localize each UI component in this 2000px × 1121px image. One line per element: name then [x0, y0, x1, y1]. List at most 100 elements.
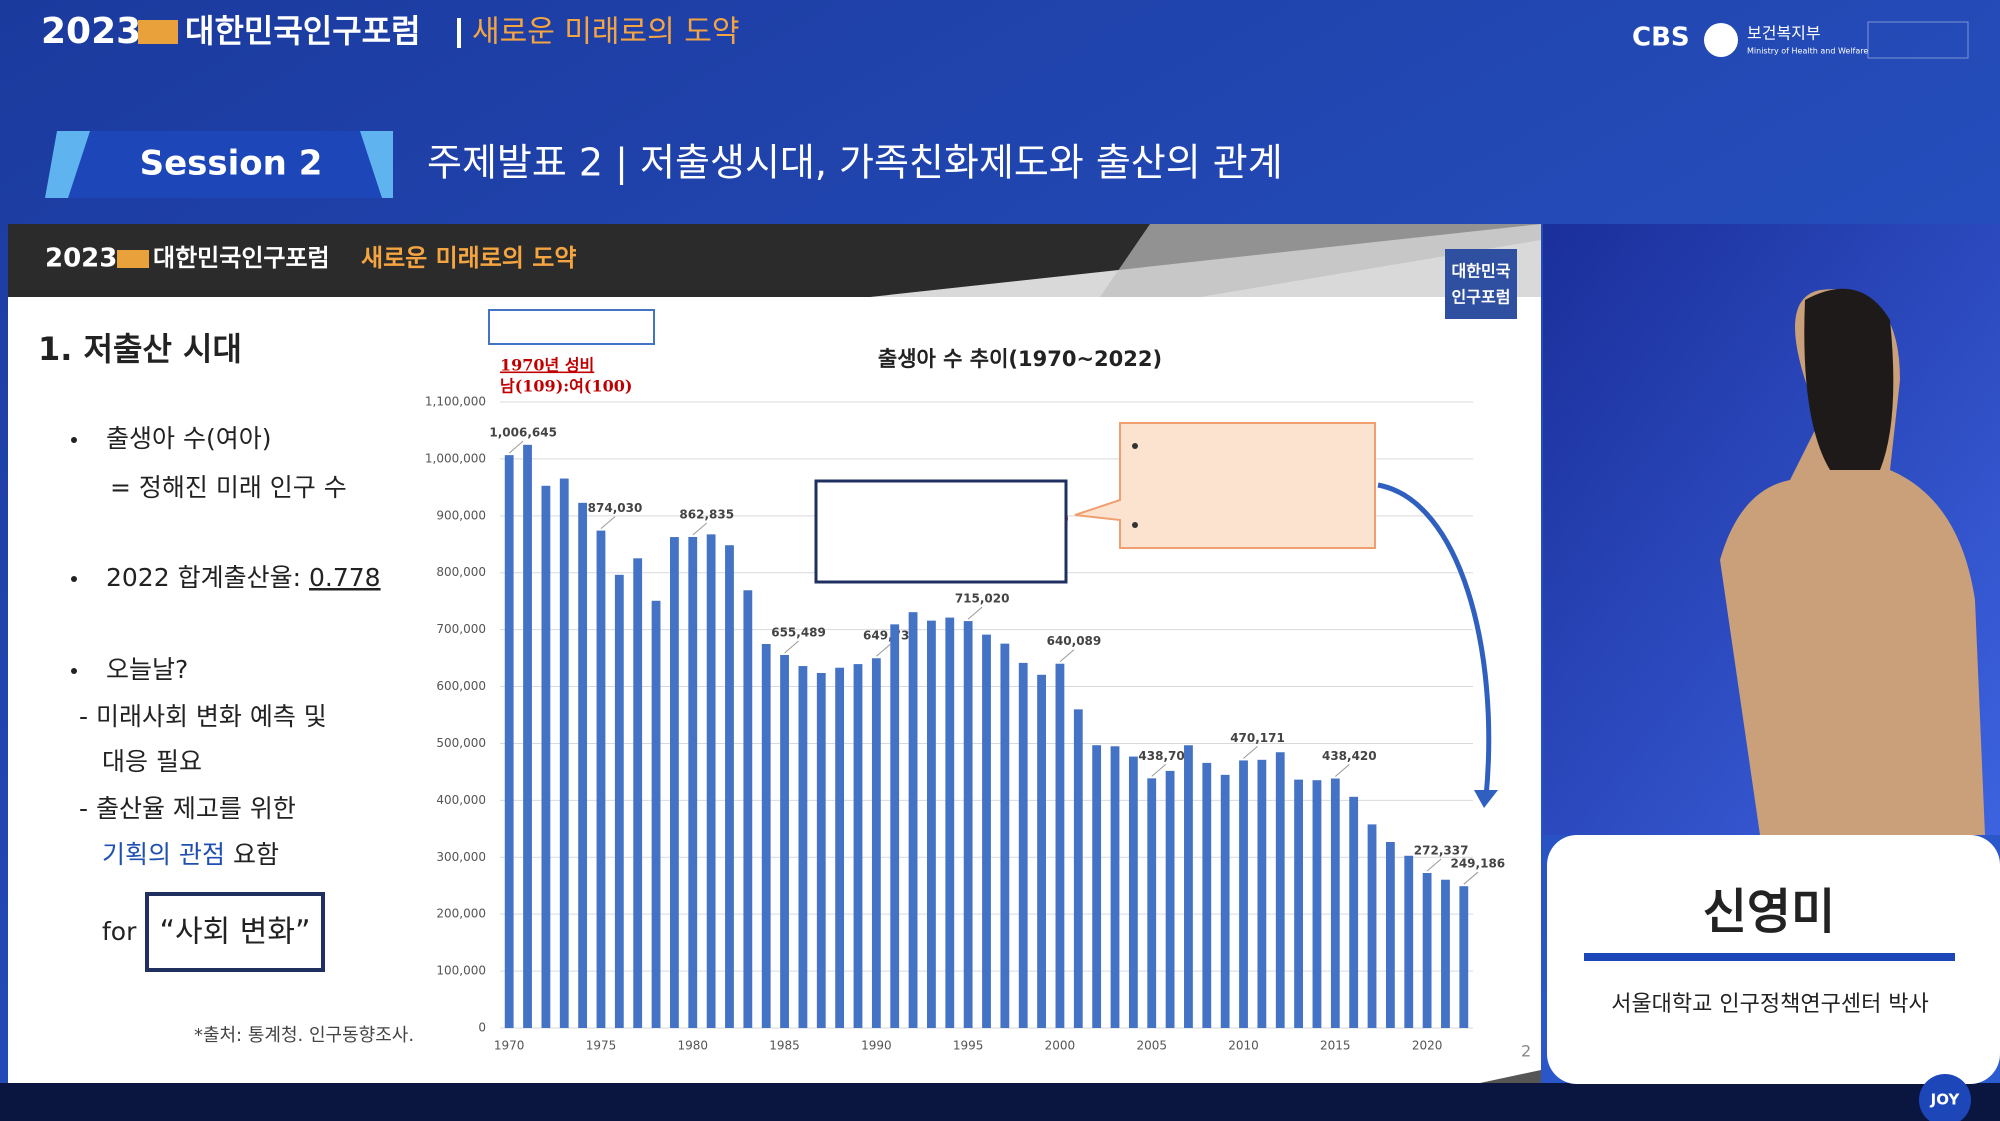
- header-year: 2023: [41, 11, 141, 52]
- speaker-name: 신영미: [1703, 884, 1835, 940]
- label-leader: [967, 606, 983, 620]
- bar: [1441, 879, 1450, 1028]
- page-number: 2: [1521, 1042, 1531, 1061]
- bar: [1128, 756, 1138, 1028]
- text-span: 기획의 관점: [102, 840, 225, 869]
- name-underline: [1584, 953, 1955, 961]
- bar: [541, 485, 551, 1028]
- bullet: [71, 437, 77, 443]
- y-tick-label: 800,000: [436, 565, 486, 579]
- bar: [596, 530, 606, 1028]
- bar: [1092, 745, 1102, 1028]
- slide-logo-text: 인구포럼: [1452, 288, 1511, 307]
- bullet: [1132, 522, 1138, 528]
- bar: [1110, 746, 1120, 1028]
- bar: [1330, 778, 1340, 1028]
- annotation: 남(109):여(100): [500, 377, 632, 396]
- bar: [835, 667, 845, 1028]
- data-label: 715,020: [955, 592, 1010, 606]
- bar: [1239, 760, 1248, 1028]
- bar: [1147, 778, 1157, 1028]
- header-forum: 대한민국인구포럼: [185, 12, 421, 50]
- header-divider: [457, 18, 461, 48]
- speaker-hair: [1804, 288, 1894, 470]
- data-label: 438,420: [1322, 749, 1377, 763]
- session-edge: [45, 131, 90, 198]
- label-leader: [784, 640, 799, 654]
- session-box: [57, 131, 393, 198]
- label-leader: [1059, 649, 1075, 663]
- header-logo: [138, 20, 178, 44]
- x-tick-label: 1980: [677, 1039, 708, 1053]
- bar: [651, 600, 661, 1028]
- bar: [853, 664, 863, 1028]
- speaker-figure: [1720, 289, 1985, 835]
- y-tick-label: 500,000: [436, 736, 486, 750]
- slide-logo-text: 대한민국: [1452, 262, 1511, 281]
- slide-slogan: 새로운 미래로의 도약: [361, 244, 576, 272]
- bar: [871, 658, 881, 1028]
- x-tick-label: 1995: [953, 1039, 984, 1053]
- text-line: = 정해진 미래 인구 수: [110, 473, 347, 502]
- bar: [1257, 759, 1267, 1028]
- slide-year: 2023: [45, 244, 117, 274]
- bar: [1037, 674, 1046, 1028]
- label-leader: [600, 516, 616, 529]
- bar: [523, 444, 532, 1028]
- slide: [8, 224, 1541, 1083]
- data-label: 655,489: [771, 625, 826, 639]
- slide-header-shape: [1100, 224, 1541, 297]
- bar: [614, 574, 624, 1028]
- x-tick-label: 2010: [1228, 1039, 1259, 1053]
- y-tick-label: 600,000: [436, 679, 486, 693]
- bar: [1202, 762, 1212, 1028]
- text-line: for: [102, 917, 137, 946]
- bar: [1385, 842, 1395, 1028]
- bar: [1275, 752, 1285, 1028]
- text-line: 출생아 수(여아): [106, 424, 271, 453]
- bar: [816, 672, 826, 1028]
- bar: [982, 634, 991, 1028]
- bar: [1184, 745, 1193, 1028]
- bar: [761, 643, 771, 1028]
- x-tick-label: 1975: [586, 1039, 617, 1053]
- fertility-rate: 0.778: [309, 563, 381, 592]
- source: *출처: 통계청. 인구동향조사.: [194, 1025, 414, 1046]
- text-line: 기획의 관점 요함: [102, 840, 279, 869]
- bar: [1367, 824, 1377, 1028]
- bar: [780, 654, 789, 1028]
- label-leader: [692, 522, 708, 536]
- arrow: [1377, 482, 1492, 798]
- text-line: 오늘날?: [106, 655, 188, 684]
- bullet: [71, 576, 77, 582]
- callout-box: [1074, 422, 1376, 549]
- bar: [578, 502, 588, 1028]
- y-tick-label: 700,000: [436, 622, 486, 636]
- slide-heading: 1. 저출산 시대: [38, 330, 242, 368]
- bar: [1165, 770, 1175, 1028]
- data-label: 272,337: [1414, 844, 1469, 858]
- bottom-strip: [0, 1083, 2000, 1121]
- bar: [927, 620, 936, 1028]
- y-tick-label: 400,000: [436, 793, 486, 807]
- bar: [725, 545, 734, 1028]
- session-edge: [360, 131, 393, 198]
- bar: [945, 617, 955, 1028]
- slide-corner: [1480, 1070, 1541, 1083]
- highlight-box: [145, 892, 325, 972]
- data-label: 1,006,645: [489, 426, 557, 440]
- bar: [1000, 643, 1010, 1028]
- label-leader: [1151, 763, 1167, 777]
- text-span: 2022 합계출산율:: [106, 563, 301, 592]
- data-label: 874,030: [588, 501, 643, 515]
- x-tick-label: 1990: [861, 1039, 892, 1053]
- x-tick-label: 1985: [769, 1039, 800, 1053]
- slide-header-logo: [117, 250, 149, 268]
- bar: [1294, 779, 1304, 1028]
- text-span: 요함: [233, 840, 279, 869]
- label-leader: [1243, 746, 1258, 759]
- logo-committee: [1867, 21, 1969, 59]
- session-title: 주제발표 2 | 저출생시대, 가족친화제도와 출산의 관계: [427, 141, 1283, 186]
- bar: [706, 534, 716, 1028]
